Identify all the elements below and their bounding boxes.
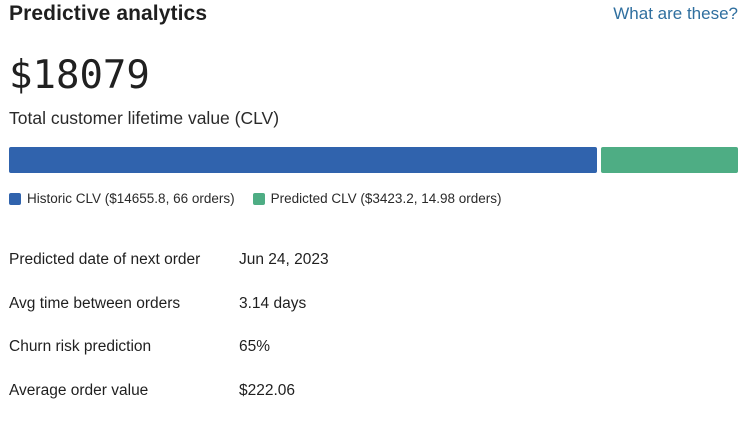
stat-value: 3.14 days xyxy=(239,294,307,312)
legend-predicted-label: Predicted CLV ($3423.2, 14.98 orders) xyxy=(270,191,502,206)
historic-clv-segment xyxy=(9,147,597,173)
legend-historic-label: Historic CLV ($14655.8, 66 orders) xyxy=(27,191,235,206)
predicted-clv-segment xyxy=(600,147,738,173)
legend-item-predicted: Predicted CLV ($3423.2, 14.98 orders) xyxy=(252,191,502,206)
stat-value: $222.06 xyxy=(239,381,296,399)
stat-label: Predicted date of next order xyxy=(9,251,201,268)
clv-legend: Historic CLV ($14655.8, 66 orders) Predi… xyxy=(9,191,520,206)
what-are-these-link[interactable]: What are these? xyxy=(613,4,738,23)
header: Predictive analytics What are these? xyxy=(9,0,738,30)
predicted-swatch xyxy=(252,192,265,205)
clv-breakdown-bar xyxy=(9,147,738,173)
stats-list: Predicted date of next order Jun 24, 202… xyxy=(9,249,509,423)
stat-label: Avg time between orders xyxy=(9,294,181,312)
stat-label: Average order value xyxy=(9,381,149,399)
stat-row-avg-order-value: Average order value $222.06 xyxy=(9,380,509,423)
stat-row-avg-time: Avg time between orders 3.14 days xyxy=(9,293,509,337)
stat-label: Churn risk prediction xyxy=(9,338,152,356)
total-clv-label: Total customer lifetime value (CLV) xyxy=(9,108,280,128)
total-clv-value: $18079 xyxy=(9,53,150,98)
stat-value: Jun 24, 2023 xyxy=(239,251,329,268)
stat-row-churn-risk: Churn risk prediction 65% xyxy=(9,336,509,380)
legend-item-historic: Historic CLV ($14655.8, 66 orders) xyxy=(9,191,235,206)
stat-row-next-order: Predicted date of next order Jun 24, 202… xyxy=(9,249,509,293)
stat-value: 65% xyxy=(239,338,271,356)
page-title: Predictive analytics xyxy=(9,2,208,25)
historic-swatch xyxy=(9,192,21,205)
